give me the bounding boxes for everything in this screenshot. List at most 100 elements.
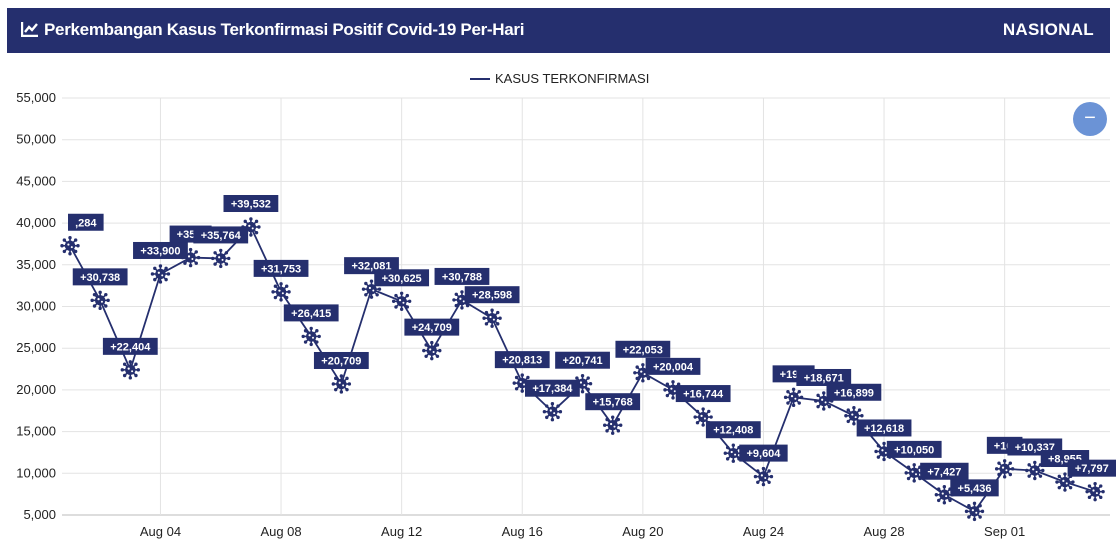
virus-marker-icon [90,290,110,311]
virus-spike-tip [435,354,440,358]
virus-dot [1062,479,1065,482]
virus-spike-tip [339,390,344,394]
virus-spike-tip [460,290,464,294]
virus-spike-tip [942,485,947,489]
virus-spike-tip [98,306,102,311]
virus-body [607,419,618,431]
virus-body [426,345,437,356]
y-tick-label: 35,000 [16,257,56,272]
virus-spike-tip [1071,480,1075,484]
virus-spike-tip [309,342,313,347]
virus-spike-tip [635,365,639,369]
virus-spike-tip [1002,459,1007,463]
virus-spike-tip [526,375,530,380]
virus-spike-tip [339,374,344,378]
virus-spike-tip [611,431,615,435]
virus-spike-tip [60,244,64,248]
virus-spike-tip [257,225,261,229]
virus-dot [583,384,586,387]
virus-spike-tip [542,410,547,414]
virus-spike-tip [188,263,193,268]
virus-spike-tip [671,396,675,400]
virus-spike-tip [271,290,275,294]
virus-dot [281,292,284,295]
virus-spike-tip [391,299,396,303]
virus-spike-tip [791,403,796,408]
data-label: +12,408 [713,425,753,437]
virus-marker-icon [1025,460,1045,481]
virus-spike-tip [1057,485,1061,490]
virus-spike-tip [285,284,289,288]
zoom-out-button[interactable]: − [1073,102,1107,136]
virus-spike-tip [164,266,168,271]
virus-spike-tip [1033,476,1037,481]
chart-header: Perkembangan Kasus Terkonfirmasi Positif… [7,8,1110,53]
virus-spike-tip [1099,495,1103,500]
virus-spike-tip [967,504,971,508]
virus-marker-icon [964,501,985,522]
data-label: +31,753 [261,263,301,275]
virus-spike-tip [375,293,379,297]
virus-dot [70,246,73,249]
virus-spike-tip [761,466,766,471]
y-tick-label: 5,000 [23,507,56,522]
virus-spike-tip [964,509,969,514]
virus-spike-tip [852,422,856,426]
y-tick-label: 20,000 [16,382,56,397]
virus-dot [432,351,435,354]
virus-dot [1035,470,1038,473]
virus-marker-icon [241,217,261,237]
virus-spike-tip [331,382,336,386]
virus-marker-icon [874,441,894,462]
virus-spike-tip [827,404,832,409]
data-label-box [950,479,999,497]
virus-spike-tip [394,305,398,309]
virus-dot [1092,489,1095,492]
virus-spike-tip [90,298,94,303]
virus-dot [489,315,492,319]
data-label: +20,709 [321,355,361,367]
virus-marker-icon [542,402,563,422]
virus-spike-tip [490,308,494,312]
virus-spike-tip [369,279,374,283]
virus-dot [703,417,706,420]
virus-body [758,471,769,482]
virus-dot [312,336,314,339]
virus-dot [911,470,914,473]
virus-spike-tip [906,465,911,469]
virus-body [185,252,196,263]
virus-spike-tip [1010,467,1015,471]
virus-spike-tip [822,391,826,395]
virus-body [728,448,739,459]
virus-dot [187,255,191,258]
virus-spike-tip [183,261,187,265]
virus-spike-tip [646,376,651,381]
virus-spike-tip [364,293,368,297]
chart-title: Perkembangan Kasus Terkonfirmasi Positif… [44,20,525,39]
virus-spike-tip [725,445,730,450]
virus-spike-tip [484,322,489,326]
virus-spike-tip [1087,495,1092,500]
virus-spike-tip [394,293,398,298]
virus-spike-tip [844,414,848,418]
virus-spike-tip [347,382,352,386]
virus-spike-tip [490,324,494,328]
virus-spike-tip [948,498,952,503]
virus-dot [459,297,462,300]
virus-dot [854,416,857,419]
virus-spike-tip [1057,474,1061,479]
virus-dot [851,413,854,416]
virus-spike-tip [460,306,464,310]
x-tick-label: Aug 04 [140,524,181,539]
virus-spike-tip [249,217,253,221]
virus-dot [1032,468,1035,471]
virus-spike-tip [882,457,886,462]
virus-spike-tip [967,515,971,519]
virus-spike-tip [761,482,766,487]
virus-marker-icon [482,308,502,328]
virus-body [818,395,829,407]
data-label: +15,768 [593,397,633,409]
virus-spike-tip [498,316,502,320]
virus-dot [1065,482,1068,485]
